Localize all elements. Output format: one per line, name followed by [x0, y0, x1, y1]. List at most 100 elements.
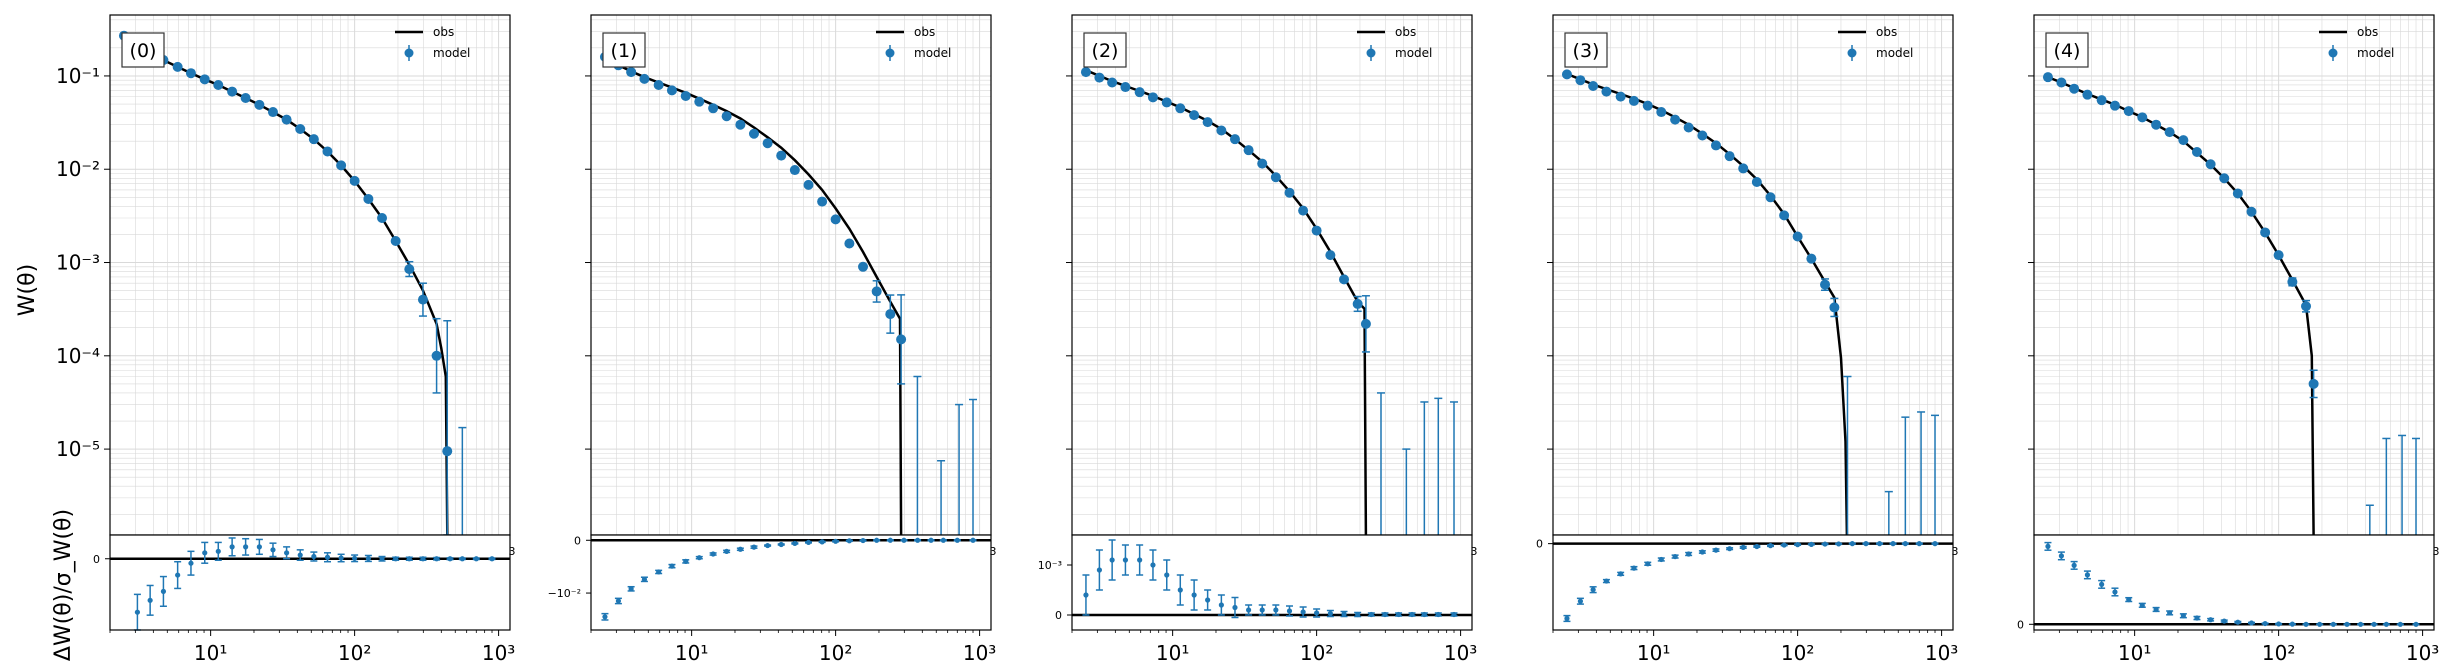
residual-point — [311, 553, 317, 560]
model-point — [2082, 89, 2093, 100]
residual-point — [134, 609, 141, 615]
residual-point — [1916, 541, 1922, 547]
clipped-tick-label: 3 — [2433, 545, 2440, 558]
residual-point — [1686, 551, 1692, 557]
residual-point — [778, 541, 784, 548]
residual-point — [1902, 541, 1908, 547]
residual-point — [406, 556, 412, 562]
model-point — [1656, 107, 1667, 118]
legend-obs-label: obs — [2357, 25, 2378, 39]
legend-model-swatch — [885, 48, 895, 58]
legend-model-swatch — [2328, 48, 2338, 58]
clipped-tick-label: 3 — [509, 545, 516, 558]
panel-tag-box — [121, 32, 165, 68]
model-point — [858, 261, 869, 272]
model-series — [118, 30, 467, 536]
residual-point — [1932, 541, 1938, 547]
model-point — [2056, 77, 2067, 88]
model-point — [830, 214, 841, 225]
residual-point — [2357, 621, 2364, 627]
model-point — [2042, 72, 2053, 83]
residual-axes-frame — [1071, 534, 1473, 631]
legend-model-swatch — [404, 48, 414, 58]
residual-axes: 03 — [93, 534, 516, 631]
model-point — [1561, 69, 1572, 80]
residual-point — [2330, 621, 2336, 627]
obs-line — [1085, 69, 1368, 536]
residual-point — [459, 556, 465, 562]
model-point — [349, 175, 360, 186]
model-point — [2246, 206, 2257, 217]
top-axes-frame — [2033, 14, 2435, 536]
residual-point — [970, 537, 976, 543]
residual-point — [1577, 598, 1584, 604]
residual-point — [175, 572, 181, 578]
clipped-tick-label: 3 — [1471, 545, 1478, 558]
model-point — [377, 213, 388, 224]
residual-point — [1740, 544, 1746, 550]
model-point — [762, 138, 773, 149]
model-point — [227, 86, 238, 97]
residual-point — [1849, 541, 1855, 547]
residual-point — [1395, 611, 1402, 618]
legend-obs-label: obs — [433, 25, 454, 39]
residual-point — [1645, 561, 1651, 567]
residual-point — [160, 588, 167, 595]
model-point — [1820, 279, 1831, 290]
model-point — [1080, 67, 1091, 78]
residual-point — [669, 563, 675, 569]
clipped-tick-label: 3 — [990, 545, 997, 558]
residual-bg — [1553, 535, 1953, 630]
model-series — [599, 51, 978, 535]
residual-point — [2235, 619, 2241, 625]
residual-point — [1246, 607, 1252, 613]
model-point — [417, 294, 428, 305]
residual-point — [737, 546, 743, 552]
model-point — [1792, 231, 1803, 242]
model-point — [240, 93, 251, 104]
model-point — [817, 196, 828, 207]
residual-point — [1341, 611, 1347, 617]
x-tick-label: 10³ — [963, 641, 996, 665]
residual-point — [2221, 618, 2227, 624]
residual-point — [2084, 572, 2091, 578]
residual-point — [489, 556, 495, 562]
residual-point — [696, 555, 702, 561]
x-tick-label: 10³ — [482, 641, 515, 665]
model-point — [1284, 187, 1295, 198]
residual-point — [1083, 592, 1089, 598]
residual-point — [874, 537, 880, 543]
model-point — [653, 79, 664, 90]
model-point — [1670, 114, 1681, 125]
residual-point — [2413, 621, 2419, 627]
residual-point — [1781, 542, 1787, 548]
residual-point — [1150, 562, 1156, 568]
panel-tag: (2) — [1092, 40, 1119, 62]
model-point — [1628, 95, 1639, 106]
top-axes-frame — [1552, 14, 1954, 536]
residual-axes-frame — [2033, 534, 2435, 631]
residual-point — [641, 576, 648, 582]
residual-point — [1300, 609, 1306, 615]
residual-point — [256, 544, 262, 550]
model-point — [2178, 135, 2189, 146]
model-point — [1243, 145, 1254, 156]
residual-point — [833, 538, 839, 544]
residual-point — [1603, 578, 1610, 584]
y-tick-label: 10⁻¹ — [56, 64, 100, 88]
residual-point — [2289, 621, 2295, 627]
residual-point — [229, 544, 235, 550]
model-point — [2096, 95, 2107, 106]
residual-point — [914, 537, 921, 543]
model-point — [1094, 72, 1105, 83]
residual-bg — [2034, 535, 2434, 630]
model-point — [639, 73, 650, 84]
residual-y-tick-label: 0 — [574, 534, 581, 547]
model-point — [1311, 225, 1322, 236]
residual-point — [393, 556, 399, 562]
grid-lines — [1552, 15, 1953, 535]
model-point — [721, 111, 732, 122]
residual-point — [338, 555, 344, 561]
